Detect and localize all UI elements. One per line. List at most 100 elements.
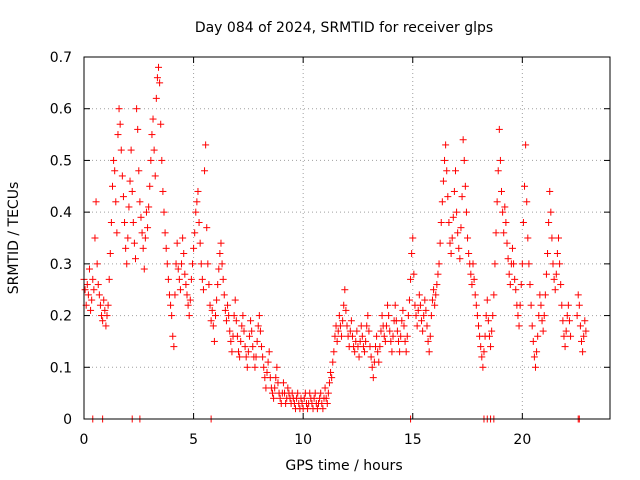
data-point [389, 332, 397, 340]
data-point [471, 291, 479, 299]
data-point [237, 337, 245, 345]
data-point [249, 343, 257, 351]
data-point [510, 260, 518, 268]
data-point [346, 327, 354, 335]
data-point [483, 296, 491, 304]
data-point [492, 229, 500, 237]
data-point [164, 275, 172, 283]
data-point [447, 250, 455, 258]
data-point [445, 218, 453, 226]
data-point [485, 332, 493, 340]
data-point [129, 218, 137, 226]
data-point [359, 343, 367, 351]
data-point [547, 208, 555, 216]
data-point [233, 332, 241, 340]
x-tick-label: 20 [513, 432, 531, 448]
data-point [232, 317, 240, 325]
data-point [96, 301, 104, 309]
data-point [453, 208, 461, 216]
data-point [251, 363, 259, 371]
data-point [479, 363, 487, 371]
data-point [94, 281, 102, 289]
data-point [489, 312, 497, 320]
data-point [544, 250, 552, 258]
data-point [322, 394, 330, 402]
data-point [460, 156, 468, 164]
data-point [465, 250, 473, 258]
data-point [248, 327, 256, 335]
data-point [276, 394, 284, 402]
data-point [374, 348, 382, 356]
data-point [534, 332, 542, 340]
data-point [238, 322, 246, 330]
y-tick-labels: 0 0.1 0.2 0.3 0.4 0.5 0.6 0.7 [50, 50, 72, 428]
data-point [451, 167, 459, 175]
data-point [415, 291, 423, 299]
data-point [480, 348, 488, 356]
data-point [419, 327, 427, 335]
data-point [147, 156, 155, 164]
data-point [226, 327, 234, 335]
data-point [175, 275, 183, 283]
data-point [501, 203, 509, 211]
data-point [338, 332, 346, 340]
data-point [81, 286, 89, 294]
data-point [110, 156, 118, 164]
data-point [580, 332, 588, 340]
data-point [581, 317, 589, 325]
data-point [139, 244, 147, 252]
data-point [221, 306, 229, 314]
data-point [559, 317, 567, 325]
chart-title: Day 084 of 2024, SRMTID for receiver glp… [195, 20, 493, 36]
x-tick-label: 0 [80, 432, 89, 448]
data-point [435, 260, 443, 268]
data-point [538, 317, 546, 325]
data-point [106, 250, 114, 258]
data-point [170, 343, 178, 351]
data-point [176, 286, 184, 294]
data-point [524, 234, 532, 242]
data-point [334, 327, 342, 335]
data-point [115, 105, 123, 113]
data-point [348, 332, 356, 340]
y-tick-label: 0.2 [50, 309, 72, 325]
data-point [462, 208, 470, 216]
data-point [325, 379, 333, 387]
data-point [380, 332, 388, 340]
data-point [244, 348, 252, 356]
data-point [558, 301, 566, 309]
data-point [422, 306, 430, 314]
data-point [552, 270, 560, 278]
data-point [252, 353, 260, 361]
data-point [241, 343, 249, 351]
y-tick-label: 0.7 [50, 50, 72, 66]
data-point [396, 348, 404, 356]
data-point [209, 322, 217, 330]
data-point [487, 343, 495, 351]
data-point [102, 322, 110, 330]
data-point [247, 317, 255, 325]
data-point [202, 141, 210, 149]
data-point [423, 322, 431, 330]
data-point [93, 260, 101, 268]
data-point [472, 301, 480, 309]
data-point [421, 296, 429, 304]
y-tick-label: 0.5 [50, 153, 72, 169]
data-point [141, 234, 149, 242]
data-point [564, 301, 572, 309]
data-point [196, 239, 204, 247]
data-point [184, 301, 192, 309]
data-point [239, 312, 247, 320]
data-point [152, 94, 160, 102]
data-point [561, 343, 569, 351]
data-point [355, 353, 363, 361]
data-point [84, 291, 92, 299]
x-tick-label: 5 [189, 432, 198, 448]
data-point [155, 63, 163, 71]
data-point [343, 322, 351, 330]
data-point [333, 337, 341, 345]
data-point [259, 353, 267, 361]
data-point [540, 312, 548, 320]
data-point [412, 312, 420, 320]
data-point [514, 312, 522, 320]
